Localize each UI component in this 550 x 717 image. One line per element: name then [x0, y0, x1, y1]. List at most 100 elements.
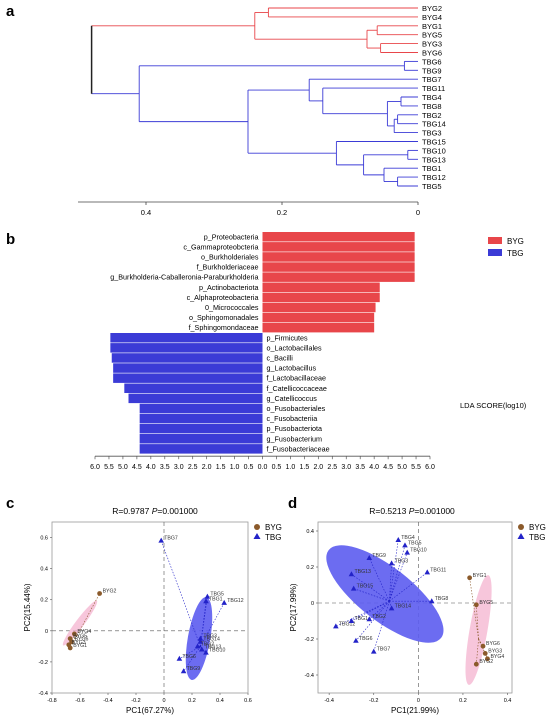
pcoa-point-tbg	[404, 549, 410, 555]
pcoa-point-tbg	[197, 635, 204, 641]
dendrogram-leaf-label: TBG14	[422, 120, 446, 129]
lda-taxon-label: c_Gammaproteobcteria	[183, 242, 258, 251]
pcoa-point-tbg	[353, 637, 359, 643]
pcoa-point-label: BYG2	[103, 589, 117, 595]
pcoa-x-tick-label: 0	[417, 698, 420, 704]
lda-tick-label: 2.5	[188, 464, 198, 471]
pcoa-point-label: TBG2	[372, 614, 386, 620]
pcoa-point-tbg	[388, 560, 395, 566]
pcoa-point-tbg	[402, 542, 408, 548]
pcoa-point-label: BYG2	[479, 659, 493, 665]
pcoa-x-tick-label: 0.4	[504, 698, 512, 704]
pcoa-title-p: P	[152, 506, 158, 516]
pcoa-spoke	[200, 646, 203, 650]
pcoa-point-tbg	[176, 655, 183, 661]
lda-tick-label: 3.0	[341, 464, 351, 471]
pcoa-spoke	[389, 539, 399, 602]
pcoa-point-label: BYG1	[73, 643, 87, 649]
pcoa-y-tick-label: 0	[311, 601, 314, 607]
dendrogram-tick-label: 0	[416, 208, 420, 217]
pcoa-point-byg	[480, 643, 486, 649]
pcoa-spoke	[389, 552, 408, 602]
pcoa-x-axis-title: PC1(67.27%)	[126, 706, 174, 715]
lda-taxon-label: p_Actinobacteriota	[199, 283, 259, 292]
lda-bar-tbg	[110, 333, 263, 343]
pcoa-x-tick-label: -0.2	[369, 698, 378, 704]
legend-label-byg: BYG	[265, 523, 282, 532]
lda-bar-tbg	[139, 413, 263, 424]
dendrogram-leaf-label: BYG6	[422, 49, 442, 58]
dendrogram-leaf-label: BYG1	[422, 22, 442, 31]
lda-bar-tbg	[139, 403, 263, 414]
pcoa-point-label: TBG3	[203, 634, 217, 640]
lda-tick-label: 6.0	[425, 464, 435, 471]
lda-bar-byg	[262, 242, 415, 252]
lda-taxon-label: g_Catellicoccus	[267, 394, 318, 403]
pcoa-point-tbg	[370, 648, 377, 654]
lda-bar-tbg	[139, 444, 263, 454]
pcoa-point-tbg	[348, 571, 355, 577]
pcoa-point-tbg	[428, 598, 435, 604]
pcoa-title-p: P	[409, 506, 415, 516]
pcoa-point-label: BYG4	[77, 629, 91, 635]
lda-tick-label: 1.0	[286, 464, 296, 471]
pcoa-point-label: TBG10	[209, 648, 226, 654]
lda-taxon-label: p_Fusobacteriota	[267, 424, 323, 433]
lda-bar-byg	[262, 272, 415, 282]
pcoa-point-byg	[72, 631, 77, 637]
lda-taxon-label: g_Fusobacterium	[267, 434, 323, 443]
lda-taxon-label: g_Lactobacillus	[267, 364, 317, 373]
lda-taxon-label: o_Fusobacteriales	[267, 404, 326, 413]
pcoa-spoke	[74, 633, 78, 636]
dendrogram-leaf-label: BYG3	[422, 40, 442, 49]
legend-marker-byg	[254, 524, 260, 530]
pcoa-spoke	[183, 646, 201, 672]
lda-taxon-label: p_Proteobacteria	[204, 232, 259, 241]
pcoa-spoke	[369, 557, 390, 602]
lda-tick-label: 4.5	[383, 464, 393, 471]
lda-bar-byg	[262, 302, 376, 313]
lda-tick-label: 3.0	[174, 464, 184, 471]
pcoa-spoke	[355, 601, 390, 641]
lda-tick-label: 1.5	[300, 464, 310, 471]
lda-bar-tbg	[139, 434, 263, 444]
legend-marker-tbg	[517, 533, 525, 539]
pcoa-x-tick-label: -0.4	[103, 698, 112, 704]
lda-bar-tbg	[113, 363, 263, 373]
pcoa-point-label: TBG3	[395, 558, 409, 564]
lda-tick-label: 3.5	[160, 464, 170, 471]
pcoa-point-label: TBG7	[164, 536, 178, 542]
pcoa-spoke	[76, 593, 100, 636]
pcoa-point-tbg	[197, 638, 204, 644]
pcoa-y-axis-title: PC2(15.44%)	[23, 583, 32, 631]
pcoa-x-tick-label: -0.8	[47, 698, 56, 704]
pcoa-point-tbg	[388, 605, 395, 611]
lda-bar-byg	[262, 282, 380, 292]
pcoa-spoke	[179, 646, 201, 660]
pcoa-spoke	[353, 588, 390, 602]
panel-label-a: a	[6, 3, 15, 20]
legend-label-tbg: TBG	[507, 249, 523, 258]
lda-tick-label: 3.5	[355, 464, 365, 471]
legend-marker-tbg	[253, 533, 261, 539]
pcoa-spoke	[469, 577, 479, 640]
dendrogram-leaf-label: TBG1	[422, 164, 442, 173]
pcoa-spoke	[160, 540, 201, 647]
lda-taxon-label: f_Lactobacillaceae	[267, 374, 327, 383]
lda-tick-label: 0.5	[244, 464, 254, 471]
dendrogram-leaf-label: TBG6	[422, 57, 442, 66]
pcoa-point-tbg	[194, 643, 201, 649]
pcoa-point-tbg	[158, 537, 164, 543]
pcoa-y-tick-label: 0.2	[306, 565, 314, 571]
lda-taxon-label: 0_Micrococcales	[205, 303, 259, 312]
pcoa-point-label: TBG2	[201, 641, 215, 647]
lda-tick-label: 4.5	[132, 464, 142, 471]
dendrogram-leaf-label: TBG2	[422, 111, 442, 120]
pcoa-ellipse-tbg	[326, 545, 444, 643]
lda-bar-tbg	[111, 353, 263, 363]
pcoa-point-tbg	[203, 598, 209, 604]
pcoa-point-label: TBG7	[377, 647, 391, 653]
lda-tick-label: 4.0	[146, 464, 156, 471]
pcoa-title-value: =0.001000	[414, 506, 455, 516]
pcoa-x-tick-label: -0.6	[75, 698, 84, 704]
